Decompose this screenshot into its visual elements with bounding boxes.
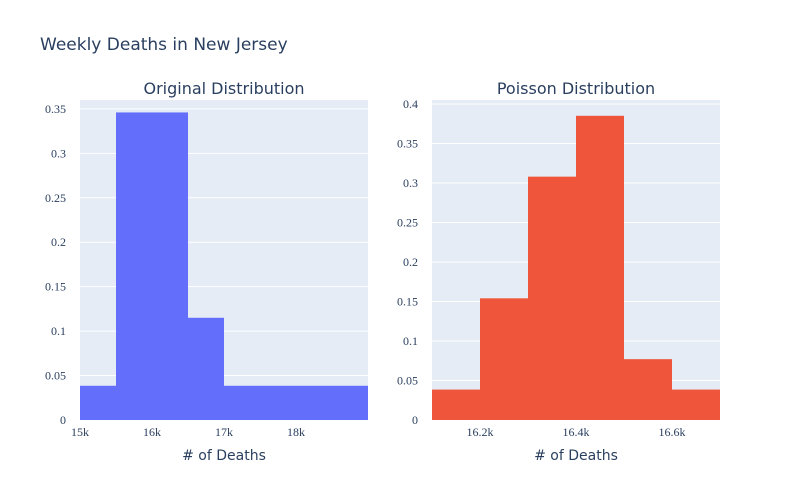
y-tick-label: 0.2: [51, 235, 66, 249]
histogram-bar[interactable]: [224, 385, 368, 420]
histogram-bar[interactable]: [116, 112, 188, 420]
panel-original: Original Distribution # of Deaths 0 0.05 0…: [45, 79, 368, 464]
y-tick-label: 0.4: [403, 97, 418, 111]
histogram-bar[interactable]: [480, 298, 528, 420]
y-tick-label: 0.1: [51, 324, 66, 338]
y-tick-label: 0.3: [51, 146, 66, 160]
x-tick-label: 16k: [143, 425, 161, 439]
y-tick-label: 0.15: [397, 294, 418, 308]
y-tick-label: 0.25: [45, 191, 66, 205]
x-tick-label: 16.2k: [467, 425, 494, 439]
histogram-bar[interactable]: [624, 359, 672, 420]
histogram-bar[interactable]: [188, 317, 224, 420]
y-tick-label: 0.05: [45, 369, 66, 383]
y-tick-label: 0.15: [45, 280, 66, 294]
x-tick-label: 16.6k: [659, 425, 686, 439]
main-title: Weekly Deaths in New Jersey: [40, 35, 288, 55]
x-tick-label: 15k: [71, 425, 89, 439]
y-tick-label: 0.05: [397, 373, 418, 387]
histogram-bar[interactable]: [672, 389, 720, 420]
x-tick-label: 17k: [215, 425, 233, 439]
histogram-bar[interactable]: [432, 389, 480, 420]
x-axis-title-original: # of Deaths: [182, 448, 266, 464]
histogram-bar[interactable]: [576, 115, 624, 421]
y-tick-label: 0.1: [403, 334, 418, 348]
subplot-title-original: Original Distribution: [143, 79, 304, 98]
y-tick-label: 0.35: [45, 102, 66, 116]
y-tick-label: 0.2: [403, 255, 418, 269]
histogram-bar[interactable]: [80, 385, 116, 420]
y-tick-label: 0.35: [397, 136, 418, 150]
histogram-bar[interactable]: [528, 176, 576, 420]
y-tick-label: 0: [60, 413, 66, 427]
x-axis-title-poisson: # of Deaths: [534, 448, 618, 464]
x-tick-label: 16.4k: [563, 425, 590, 439]
y-tick-label: 0.25: [397, 215, 418, 229]
panel-poisson: Poisson Distribution # of Deaths 0 0.05 0.…: [397, 79, 720, 464]
subplot-title-poisson: Poisson Distribution: [497, 79, 655, 98]
x-tick-label: 18k: [287, 425, 305, 439]
y-tick-label: 0: [412, 413, 418, 427]
y-tick-label: 0.3: [403, 176, 418, 190]
